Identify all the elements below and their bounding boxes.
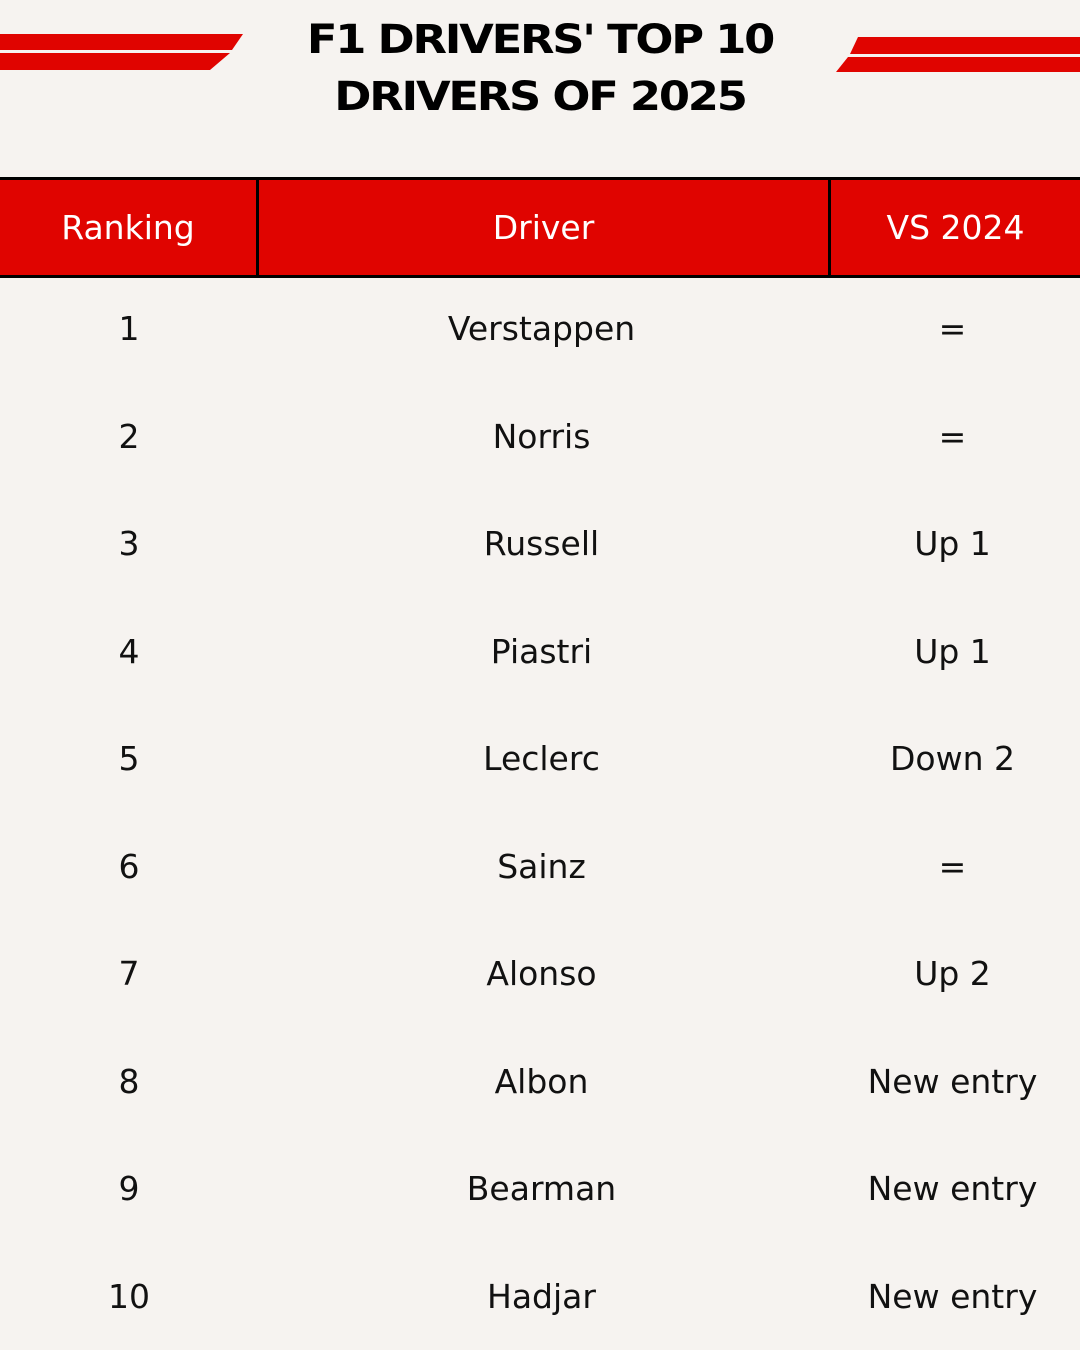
table-row: 2 Norris = bbox=[0, 383, 1080, 491]
driver-cell: Russell bbox=[483, 524, 600, 564]
driver-cell: Verstappen bbox=[447, 309, 636, 349]
table-body: 1 Verstappen = 2 Norris = 3 Russell Up 1 4 Piastri… bbox=[0, 275, 1080, 1350]
header-ranking: Ranking bbox=[61, 208, 195, 247]
table-row: 8 Albon New entry bbox=[0, 1028, 1080, 1136]
vs-2024-cell: Down 2 bbox=[890, 739, 1015, 779]
title-line-2: DRIVERS OF 2025 bbox=[334, 74, 748, 120]
rank-cell: 6 bbox=[118, 846, 140, 886]
driver-cell: Alonso bbox=[486, 954, 597, 994]
left-stripe-top bbox=[0, 34, 243, 50]
table-row: 3 Russell Up 1 bbox=[0, 490, 1080, 598]
table-row: 9 Bearman New entry bbox=[0, 1135, 1080, 1243]
table-header: Ranking Driver VS 2024 bbox=[0, 177, 1080, 278]
vs-2024-cell: New entry bbox=[867, 1276, 1038, 1316]
driver-cell: Leclerc bbox=[483, 739, 600, 779]
table-row: 10 Hadjar New entry bbox=[0, 1243, 1080, 1350]
vs-2024-cell: Up 2 bbox=[914, 954, 991, 994]
driver-cell: Hadjar bbox=[487, 1276, 596, 1316]
right-stripe-top bbox=[850, 37, 1080, 54]
rank-cell: 9 bbox=[118, 1169, 140, 1209]
table-row: 1 Verstappen = bbox=[0, 275, 1080, 383]
rank-cell: 1 bbox=[118, 309, 140, 349]
table-row: 4 Piastri Up 1 bbox=[0, 598, 1080, 706]
driver-cell: Piastri bbox=[490, 631, 593, 671]
rank-cell: 5 bbox=[118, 739, 140, 779]
table-row: 7 Alonso Up 2 bbox=[0, 920, 1080, 1028]
rank-cell: 7 bbox=[118, 954, 140, 994]
page-title: F1 DRIVERS' TOP 10 DRIVERS OF 2025 bbox=[0, 12, 1080, 126]
vs-2024-cell: = bbox=[938, 309, 967, 349]
vs-2024-cell: Up 1 bbox=[914, 631, 991, 671]
header-driver: Driver bbox=[256, 180, 831, 275]
title-line-1: F1 DRIVERS' TOP 10 bbox=[306, 17, 775, 63]
decorative-stripes bbox=[0, 34, 1080, 72]
driver-cell: Bearman bbox=[466, 1169, 617, 1209]
vs-2024-cell: New entry bbox=[867, 1061, 1038, 1101]
rank-cell: 8 bbox=[118, 1061, 140, 1101]
driver-cell: Sainz bbox=[497, 846, 586, 886]
rank-cell: 2 bbox=[118, 416, 140, 456]
vs-2024-cell: Up 1 bbox=[914, 524, 991, 564]
driver-cell: Norris bbox=[492, 416, 591, 456]
vs-2024-cell: = bbox=[938, 846, 967, 886]
left-stripe-bottom bbox=[0, 53, 230, 70]
rank-cell: 4 bbox=[118, 631, 140, 671]
rank-cell: 3 bbox=[118, 524, 140, 564]
right-stripe-bottom bbox=[836, 57, 1080, 72]
table-row: 6 Sainz = bbox=[0, 813, 1080, 921]
rank-cell: 10 bbox=[108, 1276, 150, 1316]
vs-2024-cell: New entry bbox=[867, 1169, 1038, 1209]
table-row: 5 Leclerc Down 2 bbox=[0, 705, 1080, 813]
driver-cell: Albon bbox=[494, 1061, 589, 1101]
vs-2024-cell: = bbox=[938, 416, 967, 456]
header-vs-2024: VS 2024 bbox=[886, 208, 1025, 247]
